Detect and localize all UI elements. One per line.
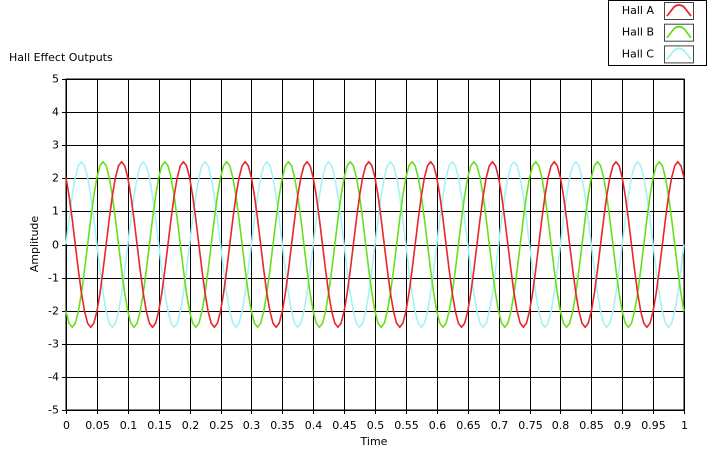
x-tick-label: 0.1 — [120, 419, 138, 432]
legend-swatch — [666, 4, 692, 17]
legend-label: Hall A — [622, 4, 655, 17]
x-tick-label: 0.95 — [641, 419, 666, 432]
y-tick-label: 2 — [52, 172, 59, 185]
y-tick-label: 3 — [52, 139, 59, 152]
x-tick-label: 0.2 — [182, 419, 200, 432]
x-tick-label: 0.85 — [579, 419, 604, 432]
legend-icon-frame — [664, 2, 694, 20]
legend-swatch — [666, 25, 692, 39]
x-tick-label: 1 — [681, 419, 688, 432]
x-tick-label: 0.65 — [456, 419, 481, 432]
x-tick-label: 0 — [63, 419, 70, 432]
series-line — [65, 160, 685, 329]
legend-icon-frame — [664, 45, 694, 64]
series-line — [65, 160, 685, 329]
x-tick-label: 0.05 — [85, 419, 110, 432]
y-tick-label: 0 — [52, 239, 59, 252]
x-tick-label: 0.9 — [614, 419, 632, 432]
x-tick-label: 0.4 — [305, 419, 323, 432]
x-tick-label: 0.45 — [332, 419, 357, 432]
legend-label: Hall B — [622, 26, 654, 39]
legend-icon-frame — [664, 23, 694, 42]
y-axis-label: Amplitude — [28, 216, 41, 273]
y-tick-label: -5 — [48, 404, 59, 417]
legend-label: Hall C — [622, 47, 655, 60]
y-tick-label: 1 — [52, 205, 59, 218]
x-tick-label: 0.15 — [147, 419, 172, 432]
legend-swatch — [666, 47, 692, 60]
x-tick-label: 0.75 — [518, 419, 543, 432]
chart-title: Hall Effect Outputs — [9, 51, 113, 64]
x-tick-label: 0.5 — [367, 419, 385, 432]
x-tick-label: 0.55 — [394, 419, 419, 432]
y-tick-label: -1 — [48, 272, 59, 285]
x-tick-label: 0.6 — [429, 419, 447, 432]
y-tick-label: -4 — [48, 371, 59, 384]
x-tick-label: 0.35 — [270, 419, 295, 432]
x-tick-label: 0.8 — [552, 419, 570, 432]
y-tick-label: -3 — [48, 338, 59, 351]
y-tick-label: 4 — [52, 106, 59, 119]
x-tick-label: 0.25 — [209, 419, 234, 432]
y-tick-label: -2 — [48, 305, 59, 318]
x-axis-label: Time — [360, 435, 388, 448]
series-line — [65, 160, 685, 329]
x-tick-label: 0.7 — [491, 419, 509, 432]
y-tick-label: 5 — [52, 73, 59, 86]
x-tick-label: 0.3 — [243, 419, 261, 432]
